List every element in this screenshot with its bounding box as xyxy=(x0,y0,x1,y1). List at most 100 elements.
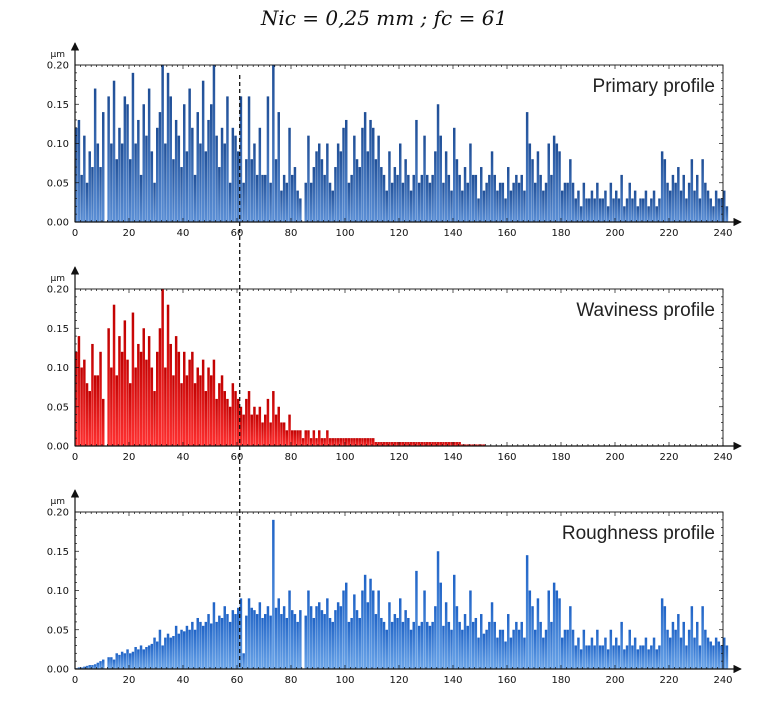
bar xyxy=(550,174,553,222)
bar xyxy=(647,206,650,222)
bar xyxy=(123,653,127,669)
x-tick-label: 140 xyxy=(443,452,462,463)
bar xyxy=(193,174,197,222)
y-tick-label: 0.15 xyxy=(47,100,69,111)
x-tick-label: 40 xyxy=(177,228,190,239)
bar xyxy=(123,96,127,222)
bar xyxy=(447,442,451,446)
bar xyxy=(158,328,162,446)
bar xyxy=(539,621,542,669)
bar xyxy=(334,438,337,446)
bar xyxy=(461,190,464,222)
bar xyxy=(280,614,283,669)
bar xyxy=(369,438,372,446)
bar xyxy=(525,112,529,222)
bar xyxy=(385,442,388,446)
bar xyxy=(291,430,294,446)
bar xyxy=(199,143,202,222)
bar xyxy=(120,143,124,222)
bar xyxy=(199,621,202,669)
bar xyxy=(639,645,642,669)
bar xyxy=(277,406,280,446)
bar xyxy=(490,151,494,222)
bar xyxy=(212,65,216,222)
bar xyxy=(164,637,167,669)
x-tick-label: 180 xyxy=(551,452,570,463)
bar xyxy=(345,582,348,669)
bar xyxy=(188,629,191,669)
bar xyxy=(474,617,478,669)
x-tick-label: 160 xyxy=(497,452,516,463)
bar xyxy=(99,351,102,446)
bar xyxy=(328,617,332,669)
bar xyxy=(552,135,556,222)
bar xyxy=(496,637,499,669)
x-tick-label: 220 xyxy=(659,675,678,686)
bar xyxy=(328,438,332,446)
bar xyxy=(642,198,645,222)
bar xyxy=(604,637,607,669)
bar xyxy=(126,104,129,222)
bar xyxy=(80,667,83,669)
bar xyxy=(139,351,143,446)
bar xyxy=(482,444,486,446)
bar xyxy=(461,629,464,669)
bar xyxy=(282,606,286,669)
bar xyxy=(118,654,121,669)
bar xyxy=(407,174,410,222)
bar xyxy=(315,606,318,669)
y-tick-label: 0.05 xyxy=(47,178,69,189)
bar xyxy=(228,182,232,222)
bar xyxy=(174,336,178,446)
bar xyxy=(210,375,213,446)
bar xyxy=(212,602,216,669)
bar xyxy=(658,645,661,669)
bar xyxy=(312,617,316,669)
bar xyxy=(107,328,110,446)
bar xyxy=(401,442,405,446)
bar xyxy=(412,442,415,446)
bar xyxy=(377,135,380,222)
bar xyxy=(477,198,480,222)
bar xyxy=(444,442,448,446)
x-tick-label: 40 xyxy=(177,675,190,686)
bar xyxy=(293,167,297,222)
bar xyxy=(212,359,216,446)
bar xyxy=(714,637,718,669)
bar xyxy=(180,629,183,669)
bar xyxy=(220,375,224,446)
bar xyxy=(436,442,440,446)
bar xyxy=(488,621,491,669)
x-tick-label: 220 xyxy=(659,228,678,239)
bar xyxy=(693,637,696,669)
bar xyxy=(291,174,294,222)
bar xyxy=(725,645,729,669)
bar xyxy=(307,590,310,669)
bar xyxy=(129,653,132,669)
bar xyxy=(571,182,575,222)
bar xyxy=(382,621,386,669)
bar xyxy=(385,629,388,669)
bar xyxy=(442,442,445,446)
bar xyxy=(544,182,548,222)
bar xyxy=(85,182,89,222)
bar xyxy=(482,190,486,222)
bar xyxy=(655,206,658,222)
bar xyxy=(631,198,634,222)
bar xyxy=(685,198,688,222)
bar xyxy=(234,391,237,446)
bar xyxy=(296,430,299,446)
bar xyxy=(264,174,267,222)
bar xyxy=(274,607,278,669)
x-tick-label: 160 xyxy=(497,228,516,239)
bar xyxy=(555,143,559,222)
bar xyxy=(531,159,534,222)
bar xyxy=(156,351,159,446)
bar xyxy=(199,375,202,446)
bar xyxy=(517,629,521,669)
bar xyxy=(453,442,456,446)
bar xyxy=(455,442,459,446)
bar xyxy=(496,190,499,222)
bar xyxy=(318,430,321,446)
bar xyxy=(272,519,275,669)
